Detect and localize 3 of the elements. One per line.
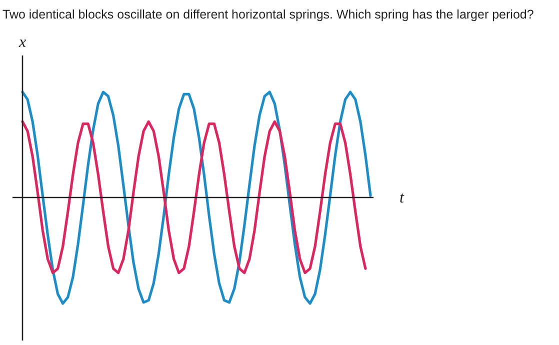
x-axis-title: t xyxy=(400,189,404,206)
chart-title: Two identical blocks oscillate on different horizontal springs. Which spring has the larger period? xyxy=(2,8,534,22)
y-axis-title: x xyxy=(18,34,26,51)
